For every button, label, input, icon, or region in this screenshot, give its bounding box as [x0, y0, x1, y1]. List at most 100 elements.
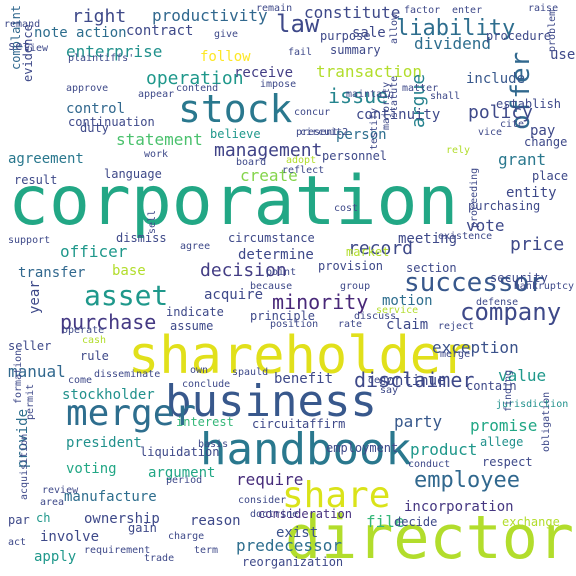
cloud-word: defense [476, 297, 519, 308]
cloud-word: minority [272, 290, 369, 314]
cloud-word: discuss [354, 311, 397, 322]
cloud-word: claim [386, 317, 429, 333]
cloud-word: bankruptcy [513, 281, 574, 292]
cloud-word: exist [276, 525, 319, 541]
cloud-word: sell [147, 209, 158, 234]
cloud-word: cash [82, 335, 107, 346]
cloud-word: purchase [60, 310, 157, 334]
cloud-word: pay [530, 123, 556, 139]
cloud-word: agreement [8, 151, 84, 167]
cloud-word: act [8, 537, 27, 548]
cloud-word: believe [210, 127, 261, 141]
cloud-word: gain [128, 521, 157, 535]
cloud-word: corporation [8, 162, 459, 241]
cloud-word: use [550, 47, 576, 63]
cloud-word: adopt [286, 155, 317, 166]
cloud-word: decide [394, 515, 438, 529]
cloud-word: shareholder [128, 326, 473, 386]
cloud-word: support [8, 235, 51, 246]
cloud-word: vote [466, 216, 505, 235]
cloud-word: come [68, 375, 93, 386]
cloud-word: dismiss [116, 231, 167, 245]
cloud-word: meeting [398, 231, 458, 247]
cloud-word: exception [432, 338, 519, 357]
cloud-word: doctrine [250, 509, 299, 520]
cloud-word: require [236, 470, 304, 489]
cloud-word: principle [250, 309, 316, 323]
cloud-word: decision [200, 260, 287, 281]
cloud-word: operate [62, 325, 105, 336]
cloud-word: argument [148, 465, 216, 481]
cloud-word: duty [80, 121, 109, 135]
cloud-word: conduct [408, 459, 451, 470]
cloud-word: trade [144, 553, 175, 564]
cloud-word: purpose [320, 29, 371, 43]
cloud-word: shall [430, 91, 461, 102]
cloud-word: merger [66, 393, 197, 434]
cloud-word: handbook [200, 424, 412, 475]
cloud-word: contain [466, 379, 517, 393]
cloud-word: term [194, 545, 219, 556]
cloud-word: year [27, 280, 43, 314]
cloud-word: testify [369, 107, 380, 150]
cloud-word: view [24, 43, 49, 54]
cloud-word: maintain [346, 89, 395, 100]
cloud-word: action [76, 25, 127, 41]
cloud-word: par [8, 513, 30, 527]
cloud-word: constitute [304, 3, 401, 22]
cloud-word: enter [452, 5, 483, 16]
cloud-word: personnel [322, 149, 388, 163]
cloud-word: base [112, 263, 146, 279]
cloud-word: respect [482, 455, 533, 469]
cloud-word: problem [547, 9, 558, 52]
cloud-word: remain [256, 3, 293, 14]
cloud-word: jurisdiction [496, 399, 569, 410]
cloud-word: grant [498, 150, 547, 169]
cloud-word: note [34, 25, 68, 41]
cloud-word: manual [8, 362, 66, 381]
cloud-word: consideration [258, 507, 352, 521]
cloud-word: market [346, 245, 390, 259]
cloud-word: seller [8, 339, 52, 353]
cloud-word: reject [438, 321, 475, 332]
cloud-word: rule [80, 349, 109, 363]
cloud-word: affirm [302, 417, 346, 431]
cloud-word: agree [180, 241, 211, 252]
cloud-word: business [165, 376, 377, 427]
cloud-word: officer [60, 242, 128, 261]
cloud-word: manufacture [64, 489, 157, 505]
cloud-word: remand [4, 19, 41, 30]
cloud-word: enterprise [66, 42, 163, 61]
cloud-word: say [380, 385, 399, 396]
cloud-word: circuit2 [300, 127, 349, 138]
cloud-word: control [66, 101, 126, 117]
cloud-word: transfer [18, 265, 86, 281]
cloud-word: create [240, 166, 298, 185]
cloud-word: involve [40, 529, 100, 545]
cloud-word: person [336, 127, 387, 143]
cloud-word: employment [326, 441, 399, 455]
cloud-word: allow [389, 13, 400, 44]
cloud-word: charge [168, 531, 205, 542]
cloud-word: present [296, 127, 339, 138]
cloud-word: predecessor [236, 536, 342, 555]
cloud-word: party [394, 412, 443, 431]
cloud-word: disseminate [94, 369, 161, 380]
cloud-word: finding [503, 369, 514, 412]
cloud-word: management [214, 140, 323, 161]
cloud-word: price [510, 234, 565, 255]
cloud-word: contend [176, 83, 219, 94]
cloud-word: cite [500, 119, 525, 130]
cloud-word: record [348, 238, 414, 259]
cloud-word: follow [200, 49, 251, 65]
cloud-word: determine [238, 247, 314, 263]
cloud-word: file [366, 512, 405, 531]
cloud-word: own [190, 365, 209, 376]
cloud-word: reorganization [242, 555, 344, 569]
cloud-word: employee [414, 468, 520, 493]
cloud-word: section [406, 261, 457, 275]
cloud-word: dividend [414, 34, 492, 53]
cloud-word: president [66, 435, 142, 451]
cloud-word: procedure [486, 29, 552, 43]
cloud-word: contract [126, 23, 194, 39]
